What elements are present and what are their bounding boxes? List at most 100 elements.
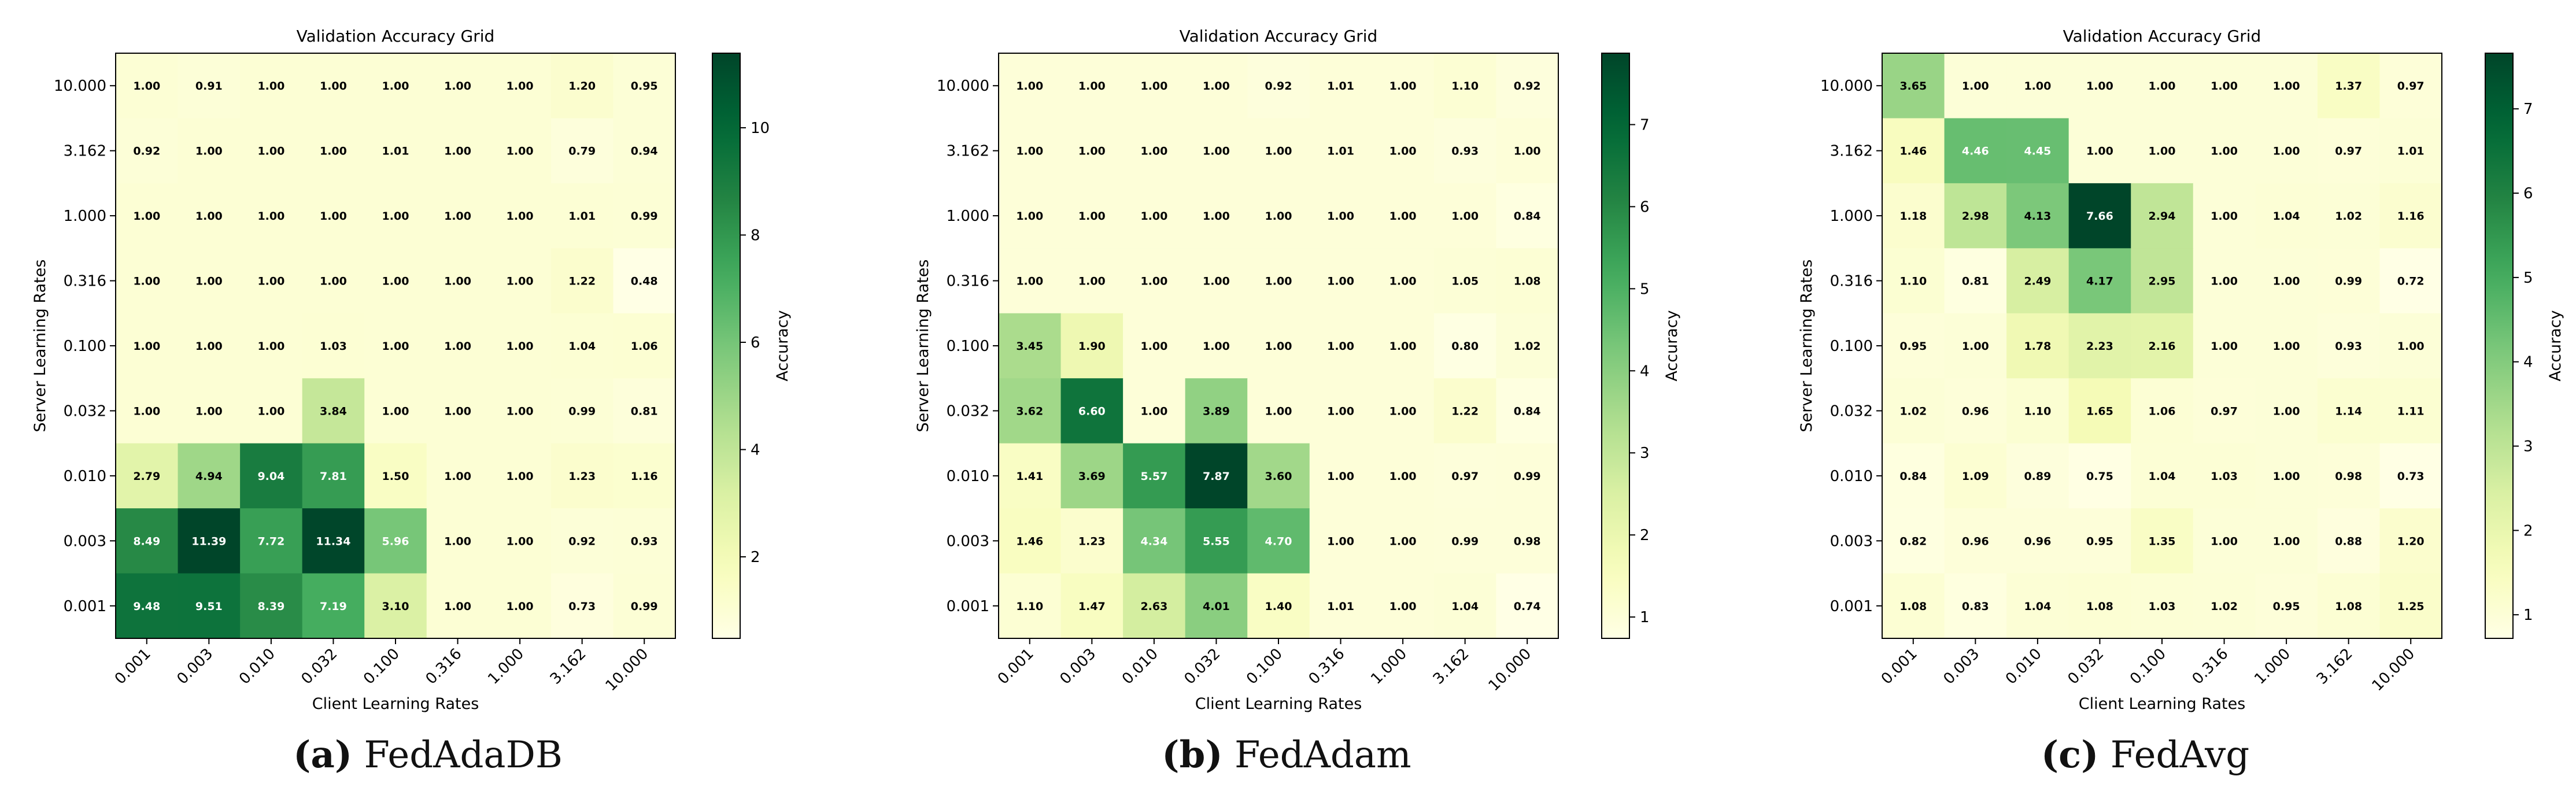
caption-c-name: FedAvg	[2110, 734, 2250, 777]
chart1-colorbar-tick-label: 2	[751, 549, 760, 566]
chart3-cell-value: 1.25	[2397, 600, 2425, 613]
chart2-cell	[1372, 248, 1435, 314]
chart2-cell	[1060, 183, 1123, 249]
chart3-cell	[2068, 378, 2131, 444]
chart1-cell-value: 1.03	[320, 340, 347, 353]
chart1-cell-value: 8.39	[257, 600, 284, 613]
chart3-y-tick-label: 0.003	[1830, 533, 1873, 550]
chart1-cell	[178, 118, 241, 184]
chart3-cell	[2068, 443, 2131, 509]
chart1-colorbar-tick-label: 4	[751, 441, 760, 459]
chart1-cell-value: 8.49	[133, 535, 160, 548]
chart2-colorbar-tick-label: 5	[1640, 280, 1650, 298]
chart3-cell-value: 2.49	[2024, 275, 2051, 288]
chart2-y-tick-label: 1.000	[947, 208, 989, 225]
chart1-cell-value: 1.01	[382, 145, 409, 158]
chart1-cell	[302, 248, 365, 314]
chart3-cell	[2379, 248, 2442, 314]
chart1-cell-value: 0.92	[133, 145, 160, 158]
chart3-cell-value: 2.98	[1962, 210, 1989, 223]
caption-a-letter: (a)	[293, 733, 353, 777]
chart2-cell	[999, 248, 1062, 314]
chart3-y-tick-label: 0.001	[1830, 598, 1873, 615]
chart2-cell	[999, 183, 1062, 249]
chart3-cell-value: 0.98	[2335, 470, 2362, 483]
chart3-y-tick-label: 0.010	[1830, 468, 1873, 485]
chart1-y-tick-label: 0.316	[64, 273, 106, 290]
chart1-y-tick-label: 0.001	[64, 598, 106, 615]
chart3-colorbar-tick-label: 2	[2523, 522, 2533, 539]
chart3-cell	[2006, 508, 2069, 574]
chart3-cell	[2068, 118, 2131, 184]
chart1-cell	[550, 53, 614, 119]
chart3-cell-value: 1.00	[2086, 80, 2113, 93]
chart1-y-tick-label: 10.000	[54, 77, 106, 95]
caption-b-name: FedAdam	[1234, 734, 1411, 777]
chart1-cell-value: 1.00	[507, 535, 534, 548]
chart1-cell	[364, 443, 427, 509]
chart3-cell	[2379, 443, 2442, 509]
chart2-cell	[1309, 508, 1372, 574]
chart2-cell-value: 1.00	[1389, 340, 1417, 353]
chart3-cell-value: 4.46	[1962, 145, 1989, 158]
chart3-cell	[2131, 183, 2194, 249]
chart1-cell-value: 1.20	[568, 80, 596, 93]
chart2-cell-value: 1.00	[1078, 80, 1106, 93]
chart3-cell	[2255, 443, 2318, 509]
chart2-cell	[1433, 378, 1497, 444]
chart2-colorbar-tick-label: 7	[1640, 116, 1650, 134]
chart2-cell-value: 1.00	[1078, 145, 1106, 158]
chart2-x-tick-label: 0.032	[1181, 645, 1224, 688]
chart3-cell-value: 1.00	[2211, 275, 2238, 288]
chart2-cell	[1060, 248, 1123, 314]
chart3-colorbar-tick-label: 1	[2523, 607, 2533, 624]
chart1-cell	[240, 248, 303, 314]
chart1-cell-value: 1.00	[133, 210, 160, 223]
chart2-cell-value: 1.00	[1016, 80, 1043, 93]
chart1-cell	[489, 118, 552, 184]
chart2-cell	[1309, 313, 1372, 379]
chart1-cell	[613, 443, 676, 509]
chart3-cell-value: 0.82	[1899, 535, 1927, 548]
chart1-cell	[426, 118, 489, 184]
chart1-cell	[489, 508, 552, 574]
chart3-cell-value: 1.03	[2211, 470, 2238, 483]
chart3-cell-value: 1.20	[2397, 535, 2425, 548]
chart2-cell	[1060, 443, 1123, 509]
chart3-cell-value: 1.00	[2211, 145, 2238, 158]
chart1-cell	[550, 443, 614, 509]
chart1-cell	[489, 183, 552, 249]
chart2-colorbar-tick-label: 3	[1640, 445, 1650, 462]
chart2-cell	[1496, 378, 1559, 444]
chart2-cell	[1309, 183, 1372, 249]
chart3-x-tick-label: 0.010	[2002, 645, 2045, 688]
chart2-y-tick-label: 0.010	[947, 468, 989, 485]
chart2-cell-value: 1.00	[1389, 535, 1417, 548]
chart2-cell-value: 1.08	[1514, 275, 1541, 288]
chart2-cell-value: 1.00	[1327, 340, 1354, 353]
chart2-cell-value: 4.01	[1203, 600, 1230, 613]
chart1-cell	[550, 248, 614, 314]
chart2-cell-value: 1.00	[1265, 340, 1292, 353]
chart1-cell	[364, 573, 427, 639]
chart2-cell	[1123, 53, 1186, 119]
chart2-cell	[1247, 443, 1310, 509]
chart2-cell	[1123, 443, 1186, 509]
chart1-cell	[116, 53, 179, 119]
chart2-cell	[999, 443, 1062, 509]
chart3-cell-value: 0.72	[2397, 275, 2425, 288]
chart3-cell	[1944, 118, 2007, 184]
chart2-cell	[1433, 443, 1497, 509]
chart1-cell	[550, 313, 614, 379]
chart2-cell	[1123, 508, 1186, 574]
chart3-y-axis-label: Server Learning Rates	[1798, 260, 1816, 433]
chart3-cell-value: 0.96	[1962, 535, 1989, 548]
chart1-cell	[426, 443, 489, 509]
chart2-cell	[1185, 183, 1248, 249]
chart1-cell	[364, 118, 427, 184]
chart3-cell-value: 0.97	[2211, 405, 2238, 417]
chart3-cell	[2379, 53, 2442, 119]
chart2-cell-value: 0.84	[1514, 405, 1541, 417]
chart2-cell	[1496, 443, 1559, 509]
